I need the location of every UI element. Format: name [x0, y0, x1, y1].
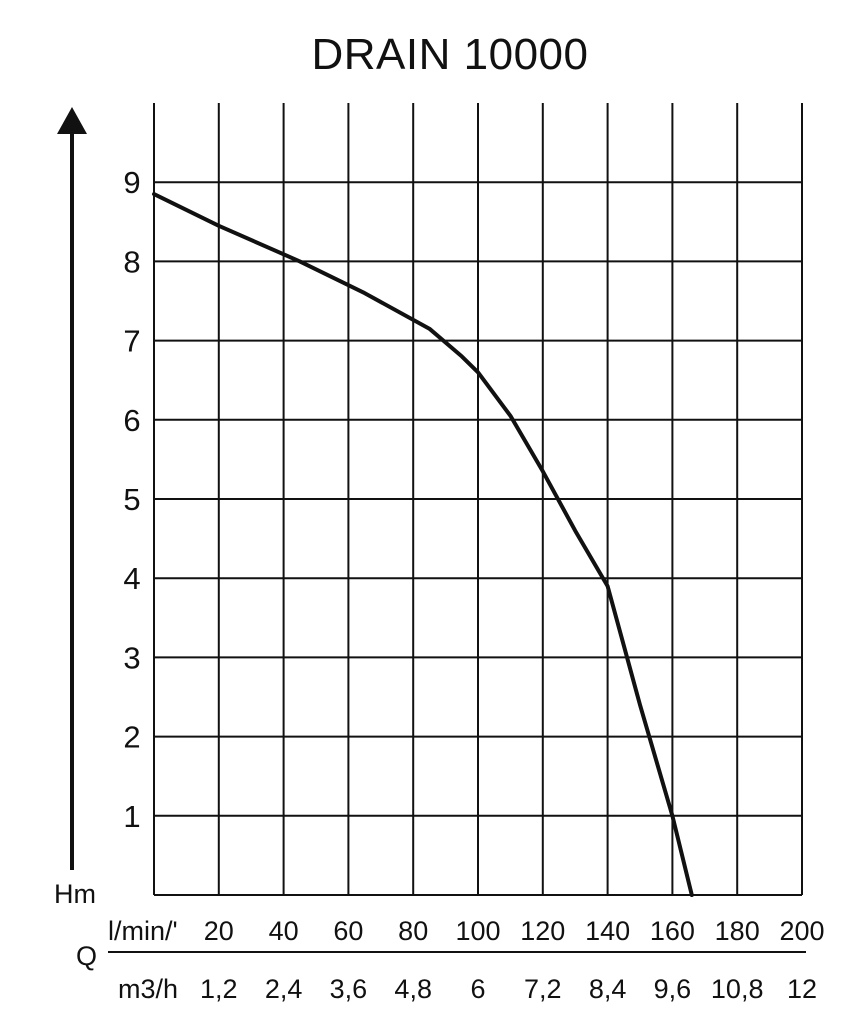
x-tick-label-lmin: 20 [204, 916, 234, 946]
y-tick-label: 6 [123, 403, 140, 438]
y-tick-label: 4 [123, 561, 140, 596]
x-tick-label-lmin: 80 [398, 916, 428, 946]
x-tick-label-lmin: 180 [715, 916, 760, 946]
x-tick-label-m3h: 10,8 [711, 974, 764, 1004]
x-tick-label-m3h: 1,2 [200, 974, 238, 1004]
x-tick-label-m3h: 2,4 [265, 974, 303, 1004]
chart-title: DRAIN 10000 [311, 30, 589, 79]
x-axis-unit-secondary: m3/h [118, 974, 178, 1004]
x-tick-labels: 20 40 60 80 100 120 140 160 180 200 1,2 2,4 3,6 4,8 6 7… [200, 916, 825, 1004]
y-tick-label: 7 [123, 324, 140, 359]
x-tick-label-m3h: 6 [470, 974, 485, 1004]
pump-curve-line [152, 192, 694, 897]
y-tick-label: 2 [123, 720, 140, 755]
x-tick-label-lmin: 160 [650, 916, 695, 946]
x-tick-label-lmin: 40 [269, 916, 299, 946]
y-axis-arrow-icon [57, 107, 87, 134]
y-tick-label: 9 [123, 165, 140, 200]
y-tick-label: 5 [123, 482, 140, 517]
x-tick-label-lmin: 120 [520, 916, 565, 946]
y-tick-label: 1 [123, 799, 140, 834]
x-tick-label-m3h: 9,6 [654, 974, 692, 1004]
x-tick-label-m3h: 4,8 [394, 974, 432, 1004]
x-tick-label-lmin: 140 [585, 916, 630, 946]
curve-layer [152, 192, 694, 897]
x-tick-label-lmin: 60 [333, 916, 363, 946]
y-axis-label: Hm [54, 879, 96, 909]
x-tick-label-m3h: 3,6 [330, 974, 368, 1004]
grid [153, 103, 803, 896]
x-tick-label-m3h: 8,4 [589, 974, 627, 1004]
y-tick-label: 3 [123, 640, 140, 675]
y-tick-label: 8 [123, 244, 140, 279]
x-axis-label: Q [76, 941, 97, 971]
x-axis-unit-primary: l/min/' [108, 916, 178, 946]
x-tick-label-m3h: 7,2 [524, 974, 562, 1004]
y-tick-labels: 1 2 3 4 5 6 7 8 9 [123, 165, 140, 834]
y-axis [57, 107, 806, 953]
x-tick-label-lmin: 200 [779, 916, 824, 946]
x-tick-label-m3h: 12 [787, 974, 817, 1004]
x-tick-label-lmin: 100 [455, 916, 500, 946]
